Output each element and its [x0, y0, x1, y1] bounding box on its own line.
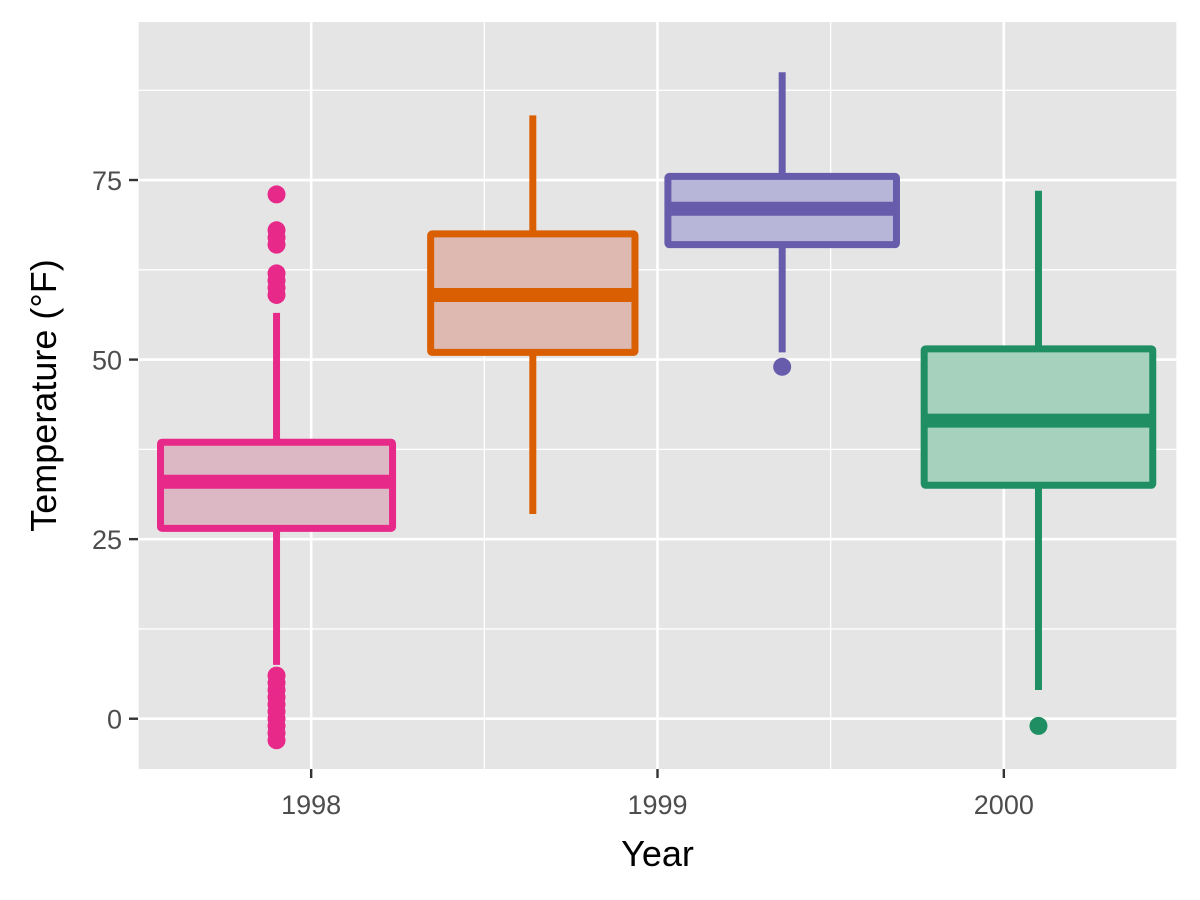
x-tick-label: 2000 [974, 790, 1034, 820]
box-group-3 [664, 72, 900, 376]
y-tick-label: 50 [92, 346, 122, 376]
y-tick-label: 0 [107, 705, 122, 735]
outlier-point [267, 235, 286, 254]
outlier-point [1029, 716, 1048, 735]
box-group-2 [427, 115, 639, 515]
y-axis-ticks: 0 25 50 75 [92, 166, 138, 735]
y-axis-title: Temperature (°F) [23, 259, 64, 531]
x-axis-title: Year [621, 833, 694, 874]
box-series [157, 72, 1157, 750]
box-group-4 [920, 190, 1157, 735]
outlier-point [773, 357, 792, 376]
outlier-point [267, 731, 286, 750]
box-group-1 [157, 185, 397, 750]
y-tick-label: 25 [92, 525, 122, 555]
outlier-point [267, 285, 286, 304]
x-tick-label: 1998 [281, 790, 341, 820]
outlier-point [267, 185, 286, 204]
y-tick-label: 75 [92, 166, 122, 196]
x-tick-label: 1999 [627, 790, 687, 820]
x-axis-ticks: 1998 1999 2000 [281, 769, 1034, 820]
